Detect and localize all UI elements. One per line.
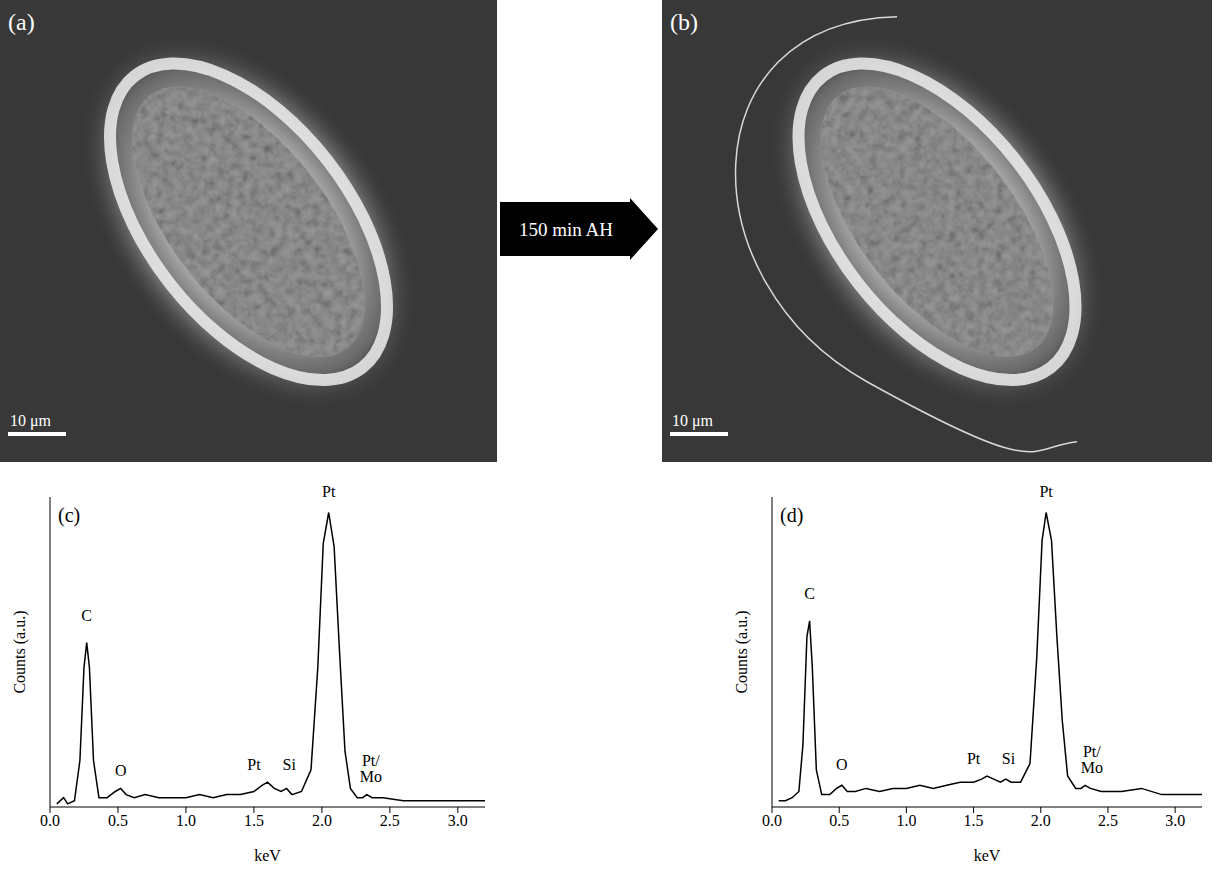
- svg-text:Pt/Mo: Pt/Mo: [360, 752, 382, 785]
- svg-text:1.5: 1.5: [964, 812, 984, 829]
- svg-text:C: C: [81, 607, 92, 624]
- svg-text:2.5: 2.5: [380, 812, 400, 829]
- svg-text:C: C: [804, 585, 815, 602]
- svg-text:Si: Si: [283, 756, 297, 773]
- svg-text:1.5: 1.5: [244, 812, 264, 829]
- svg-text:1.0: 1.0: [896, 812, 916, 829]
- svg-text:150 min AH: 150 min AH: [519, 219, 613, 240]
- svg-text:1.0: 1.0: [176, 812, 196, 829]
- svg-text:Counts (a.u.): Counts (a.u.): [733, 610, 751, 693]
- svg-text:Pt: Pt: [1039, 483, 1053, 500]
- html-text:(d): (d): [780, 504, 804, 526]
- svg-text:(a): (a): [8, 9, 35, 35]
- svg-text:O: O: [115, 762, 127, 779]
- svg-text:10 μm: 10 μm: [672, 412, 714, 430]
- svg-text:Si: Si: [1002, 750, 1016, 767]
- svg-text:2.0: 2.0: [1031, 812, 1051, 829]
- svg-text:Pt: Pt: [967, 750, 981, 767]
- html-text:(c): (c): [58, 504, 81, 526]
- svg-text:0.5: 0.5: [108, 812, 128, 829]
- svg-text:(b): (b): [670, 9, 698, 35]
- svg-text:Pt: Pt: [322, 483, 336, 500]
- svg-text:3.0: 3.0: [1165, 812, 1185, 829]
- svg-text:2.0: 2.0: [312, 812, 332, 829]
- svg-text:3.0: 3.0: [448, 812, 468, 829]
- svg-text:O: O: [836, 756, 848, 773]
- svg-text:10 μm: 10 μm: [10, 412, 52, 430]
- svg-text:2.5: 2.5: [1098, 812, 1118, 829]
- svg-text:0.0: 0.0: [40, 812, 60, 829]
- svg-text:0.5: 0.5: [829, 812, 849, 829]
- svg-text:Pt/Mo: Pt/Mo: [1081, 743, 1103, 776]
- svg-text:0.0: 0.0: [762, 812, 782, 829]
- svg-text:Counts (a.u.): Counts (a.u.): [11, 610, 29, 693]
- svg-text:Pt: Pt: [247, 756, 261, 773]
- svg-text:keV: keV: [974, 847, 1001, 864]
- svg-text:keV: keV: [254, 847, 281, 864]
